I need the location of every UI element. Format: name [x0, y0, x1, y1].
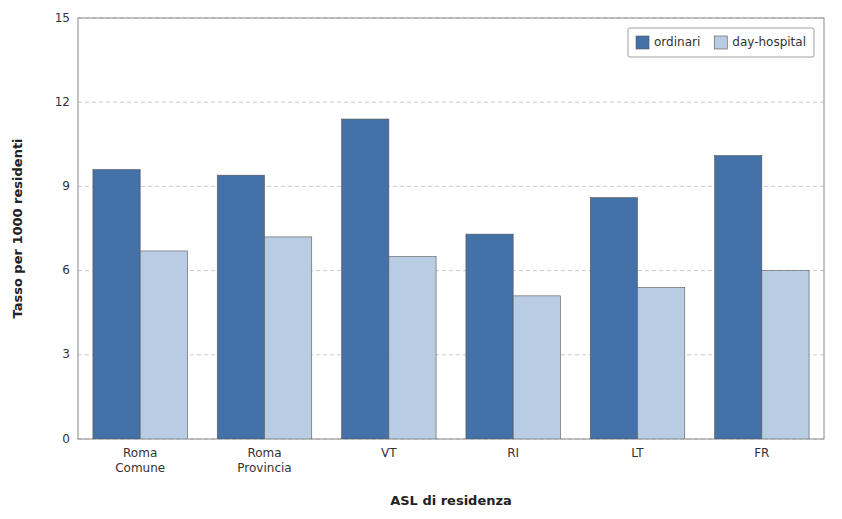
y-tick-label: 6 — [62, 263, 70, 277]
bar — [638, 287, 685, 439]
bar — [140, 251, 187, 439]
grid-line — [78, 102, 824, 103]
bar — [217, 175, 264, 439]
grid-line — [78, 270, 824, 271]
y-axis-label: Tasso per 1000 residenti — [10, 138, 25, 318]
x-tick-label-line: FR — [754, 446, 769, 460]
x-tick-label: VT — [381, 446, 397, 460]
bar — [466, 234, 513, 439]
y-tick-label: 9 — [62, 179, 70, 193]
legend-frame — [628, 28, 814, 57]
x-tick-label: FR — [754, 446, 769, 460]
axes: 03691215RomaComuneRomaProvinciaVTRILTFR — [55, 11, 824, 476]
grid-line — [78, 186, 824, 187]
grid-line — [78, 354, 824, 355]
bar — [513, 296, 560, 439]
bar — [590, 198, 637, 439]
x-tick-label-line: RI — [507, 446, 519, 460]
x-tick-label: RI — [507, 446, 519, 460]
y-tick-label: 12 — [55, 95, 70, 109]
legend-swatch — [636, 36, 649, 49]
x-tick-label-line: VT — [381, 446, 397, 460]
x-tick-label-line: Comune — [115, 461, 165, 475]
legend-label: ordinari — [654, 35, 700, 49]
x-tick-label-line: Provincia — [237, 461, 291, 475]
plot-frame — [78, 18, 824, 439]
x-tick-label: RomaComune — [115, 446, 165, 475]
bar — [762, 271, 809, 439]
legend-swatch — [714, 36, 727, 49]
x-tick-label-line: Roma — [247, 446, 281, 460]
chart-container: 03691215RomaComuneRomaProvinciaVTRILTFRA… — [0, 0, 842, 519]
bars — [93, 119, 809, 439]
x-tick-label-line: LT — [631, 446, 644, 460]
bar — [715, 156, 762, 439]
y-tick-label: 15 — [55, 11, 70, 25]
chart-svg: 03691215RomaComuneRomaProvinciaVTRILTFRA… — [0, 0, 842, 519]
grid — [78, 18, 824, 439]
legend: ordinari day-hospital — [628, 28, 814, 57]
background — [0, 0, 842, 519]
x-axis-label: ASL di residenza — [390, 493, 512, 508]
y-tick-label: 3 — [62, 347, 70, 361]
y-tick-label: 0 — [62, 432, 70, 446]
x-tick-label: RomaProvincia — [237, 446, 291, 475]
x-tick-label-line: Roma — [123, 446, 157, 460]
bar — [389, 257, 436, 439]
legend-label: day-hospital — [732, 35, 806, 49]
bar — [342, 119, 389, 439]
x-tick-label: LT — [631, 446, 644, 460]
bar — [93, 170, 140, 439]
bar — [265, 237, 312, 439]
